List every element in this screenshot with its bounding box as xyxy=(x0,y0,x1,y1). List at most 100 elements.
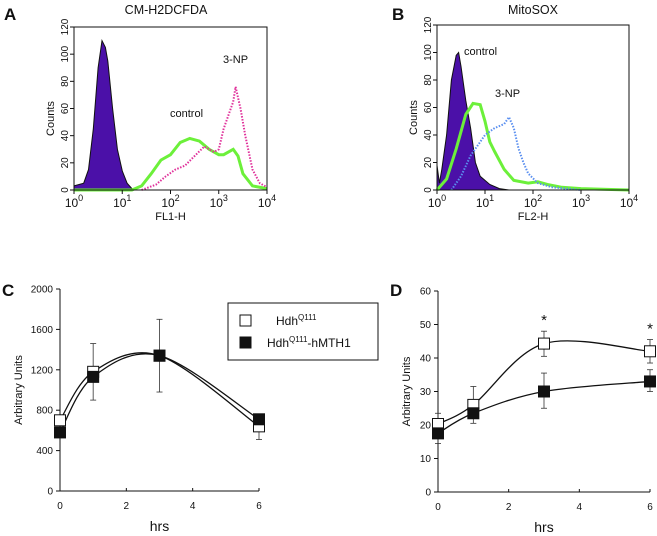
series-line xyxy=(437,380,651,434)
x-tick-exponent: 4 xyxy=(633,193,638,203)
annotation-control: control xyxy=(464,46,497,58)
x-tick-exponent: 3 xyxy=(585,193,590,203)
y-tick-label: 50 xyxy=(420,320,432,331)
y-tick-label: 80 xyxy=(60,75,71,87)
x-tick-label: 0 xyxy=(57,501,63,512)
x-tick-label: 104 xyxy=(620,193,638,210)
data-point-open-square xyxy=(644,345,656,358)
histogram-3-np xyxy=(450,115,582,191)
y-tick-label: 120 xyxy=(60,18,71,35)
panel-label-c: C xyxy=(2,281,14,300)
x-tick-label: 100 xyxy=(65,193,83,210)
y-tick-label: 30 xyxy=(420,387,432,398)
y-tick-label: 0 xyxy=(423,187,434,193)
y-tick-label: 800 xyxy=(36,406,53,417)
x-tick-label: 104 xyxy=(258,193,276,210)
data-point-filled-square xyxy=(467,407,480,420)
annotation-control: control xyxy=(170,108,203,120)
x-tick-exponent: 0 xyxy=(78,193,83,203)
significance-asterisk: * xyxy=(541,312,547,329)
legend-entry-label: HdhQ111-hMTH1 xyxy=(267,335,351,350)
y-tick-label: 60 xyxy=(60,103,71,115)
series-line xyxy=(437,340,651,425)
annotation-3-np: 3-NP xyxy=(223,54,248,66)
y-tick-label: 2000 xyxy=(31,285,54,296)
legend-open-square-icon xyxy=(239,314,252,327)
x-tick-label: 2 xyxy=(506,502,512,513)
y-tick-label: 0 xyxy=(60,187,71,193)
x-tick-label: 101 xyxy=(476,193,494,210)
y-tick-label: 60 xyxy=(420,287,432,298)
y-tick-label: 80 xyxy=(423,74,434,86)
x-tick-label: 100 xyxy=(428,193,446,210)
x-tick-label: 101 xyxy=(113,193,131,210)
y-tick-label: 100 xyxy=(60,45,71,62)
y-tick-label: 40 xyxy=(423,129,434,141)
data-point-filled-square xyxy=(432,427,444,440)
x-tick-label: 6 xyxy=(256,501,262,512)
x-tick-exponent: 2 xyxy=(537,193,542,203)
panel-label-a: A xyxy=(4,5,16,24)
y-tick-label: 40 xyxy=(60,130,71,142)
data-point-filled-square xyxy=(644,375,656,388)
y-tick-label: 400 xyxy=(36,446,53,457)
y-tick-label: 0 xyxy=(47,487,53,498)
y-tick-label: 0 xyxy=(425,488,431,499)
y-tick-label: 120 xyxy=(423,16,434,33)
x-tick-label: 102 xyxy=(161,193,179,210)
x-tick-exponent: 2 xyxy=(175,193,180,203)
histogram-3-np xyxy=(141,86,268,191)
y-axis-label: Counts xyxy=(408,100,420,135)
y-tick-label: 20 xyxy=(420,421,432,432)
y-tick-label: 1200 xyxy=(31,365,54,376)
panel-label-d: D xyxy=(390,281,402,300)
x-tick-exponent: 1 xyxy=(489,193,494,203)
x-axis-label: hrs xyxy=(150,518,169,534)
x-axis-label: FL2-H xyxy=(518,211,549,223)
y-tick-label: 1600 xyxy=(31,325,54,336)
x-tick-label: 4 xyxy=(577,502,583,513)
y-tick-label: 40 xyxy=(420,354,432,365)
data-point-open-square xyxy=(538,337,550,350)
histogram-unstained xyxy=(73,38,137,191)
x-tick-exponent: 3 xyxy=(223,193,228,203)
y-tick-label: 10 xyxy=(420,454,432,465)
y-axis-label: Counts xyxy=(45,101,57,136)
y-tick-label: 60 xyxy=(423,102,434,114)
legend-entry-suffix: -hMTH1 xyxy=(307,336,351,350)
histogram-control xyxy=(74,136,268,192)
legend-frame xyxy=(227,302,379,361)
x-tick-label: 103 xyxy=(572,193,590,210)
panel-a-title: CM-H2DCFDA xyxy=(125,3,208,17)
x-tick-label: 103 xyxy=(210,193,228,210)
x-axis-label: FL1-H xyxy=(155,211,186,223)
x-tick-label: 2 xyxy=(124,501,130,512)
y-tick-label: 20 xyxy=(60,157,71,169)
legend-entry-superscript: Q111 xyxy=(298,313,317,322)
y-tick-label: 100 xyxy=(423,44,434,61)
x-tick-label: 102 xyxy=(524,193,542,210)
y-axis-label: Arbitrary Units xyxy=(13,355,25,425)
y-axis-label: Arbitrary Units xyxy=(401,356,413,426)
x-tick-label: 0 xyxy=(435,502,441,513)
panel-b-histogram: 0 20 40 60 80 100 120 100 101 102 103 104 FL2-H Count… xyxy=(408,16,638,223)
data-point-filled-square xyxy=(54,426,66,439)
legend-entry-superscript: Q111 xyxy=(289,335,308,344)
data-point-filled-square xyxy=(538,385,550,398)
panel-c-line-chart: 0 400 800 1200 1600 2000 0 2 4 6 hrs Arbitrary Unit… xyxy=(13,285,379,534)
data-point-filled-square xyxy=(153,349,166,362)
histogram-control xyxy=(435,101,630,192)
histogram-unstained xyxy=(436,51,510,191)
annotation-3-np: 3-NP xyxy=(495,88,520,100)
data-point-filled-square xyxy=(87,370,100,383)
panel-label-b: B xyxy=(392,5,404,24)
x-tick-exponent: 1 xyxy=(126,193,131,203)
panel-b-title: MitoSOX xyxy=(508,3,559,17)
x-tick-label: 4 xyxy=(190,501,196,512)
x-tick-label: 6 xyxy=(647,502,653,513)
y-tick-label: 20 xyxy=(423,157,434,169)
data-point-filled-square xyxy=(253,413,265,426)
